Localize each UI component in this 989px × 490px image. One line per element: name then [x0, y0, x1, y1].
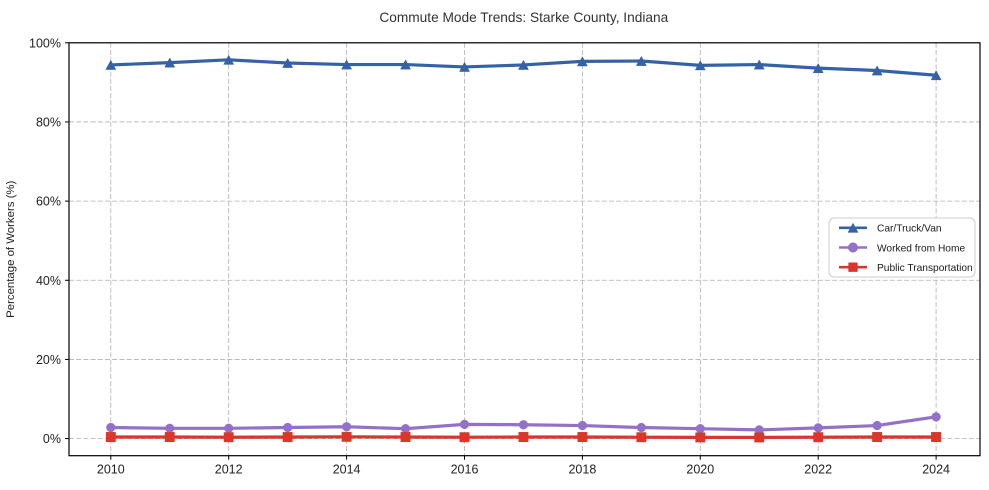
- svg-text:Commute Mode Trends: Starke Co: Commute Mode Trends: Starke County, Indi…: [379, 10, 668, 25]
- svg-text:40%: 40%: [36, 274, 61, 288]
- svg-text:Percentage of Workers (%): Percentage of Workers (%): [5, 180, 17, 317]
- svg-text:2016: 2016: [451, 463, 479, 477]
- svg-text:80%: 80%: [36, 115, 61, 129]
- svg-text:Car/Truck/Van: Car/Truck/Van: [877, 224, 942, 235]
- svg-text:2022: 2022: [804, 463, 832, 477]
- svg-text:0%: 0%: [43, 432, 61, 446]
- svg-text:2018: 2018: [568, 463, 596, 477]
- svg-text:Public Transportation: Public Transportation: [877, 263, 973, 274]
- svg-text:Worked from Home: Worked from Home: [877, 243, 965, 254]
- svg-text:2012: 2012: [215, 463, 243, 477]
- svg-text:60%: 60%: [36, 195, 61, 209]
- svg-text:2020: 2020: [686, 463, 714, 477]
- svg-text:2014: 2014: [333, 463, 361, 477]
- svg-text:2024: 2024: [922, 463, 950, 477]
- svg-text:20%: 20%: [36, 353, 61, 367]
- svg-text:100%: 100%: [29, 36, 61, 50]
- svg-text:2010: 2010: [97, 463, 125, 477]
